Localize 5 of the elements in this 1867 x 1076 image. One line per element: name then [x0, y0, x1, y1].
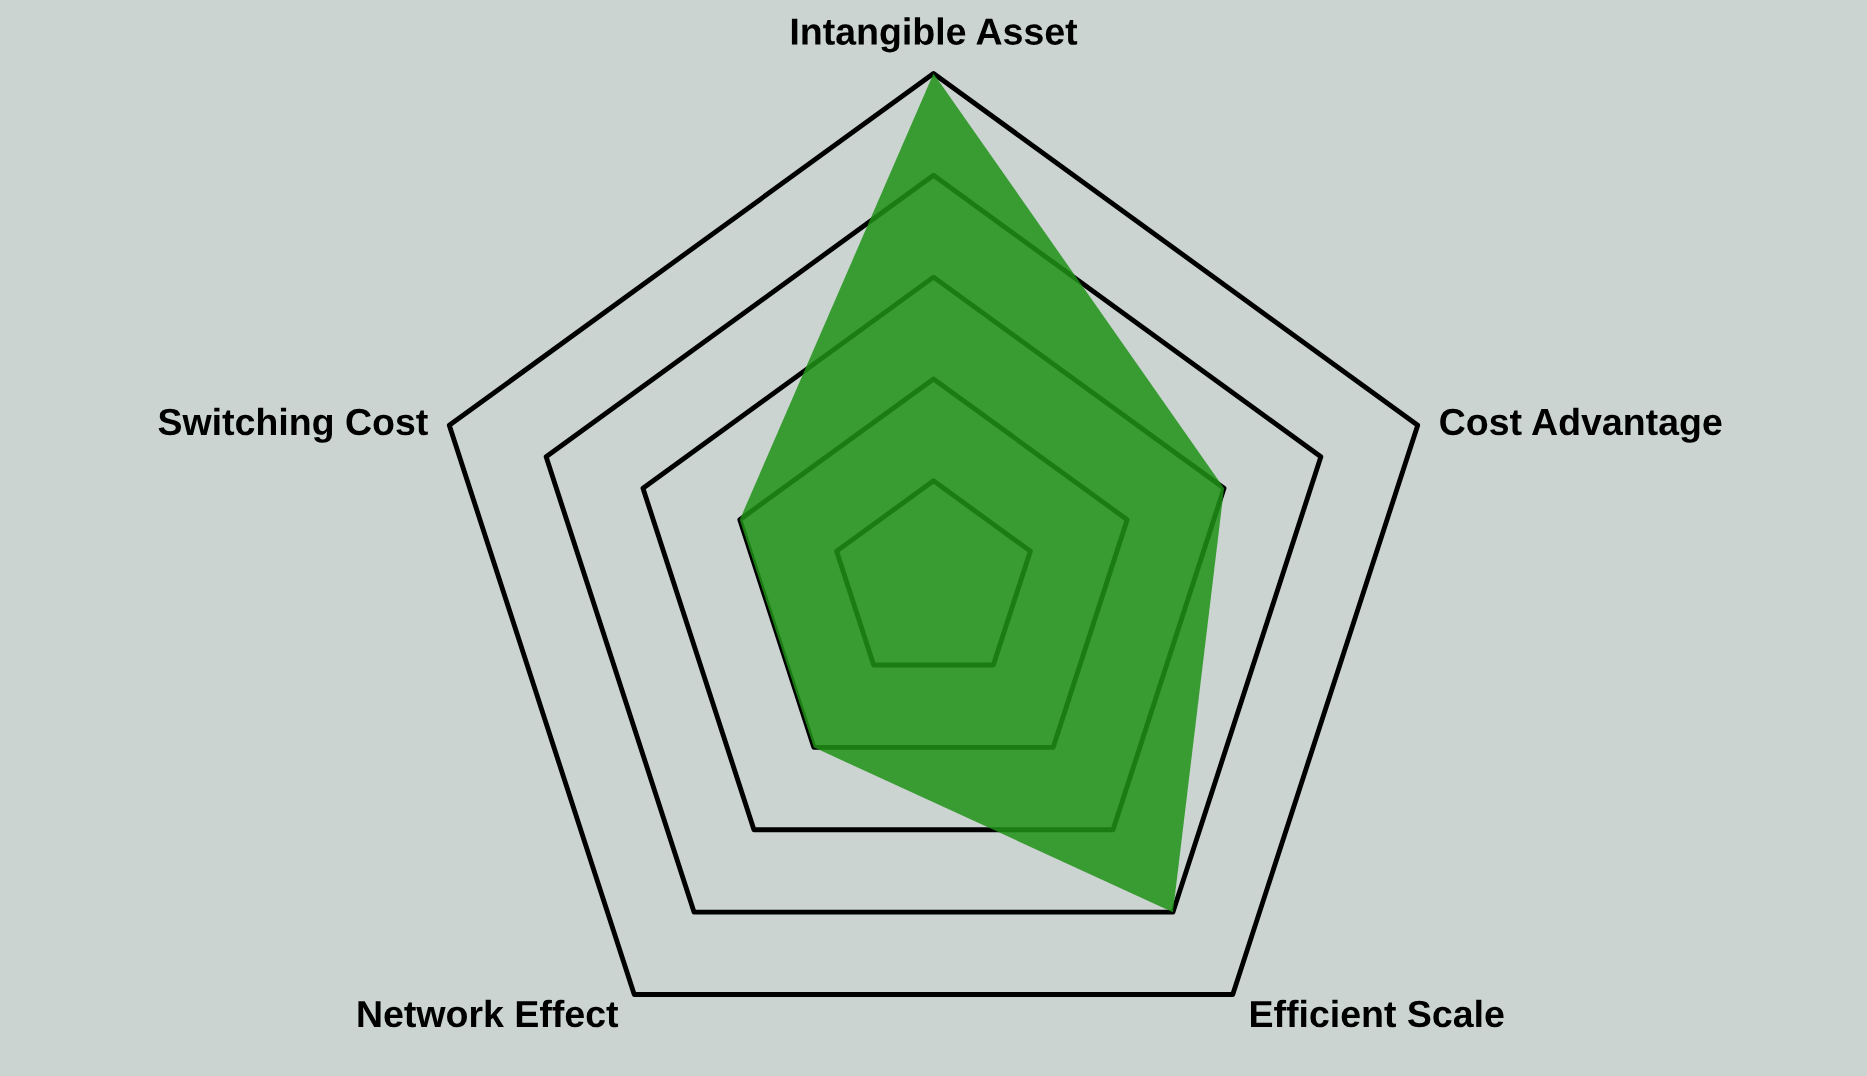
spoke-label: Cost Advantage: [1440, 407, 1722, 443]
spoke-label: Intangible Asset: [791, 17, 1078, 53]
spoke-label: Efficient Scale: [1251, 999, 1504, 1028]
spoke-label: Switching Cost: [158, 407, 428, 443]
spoke-label: Network Effect: [358, 999, 619, 1028]
